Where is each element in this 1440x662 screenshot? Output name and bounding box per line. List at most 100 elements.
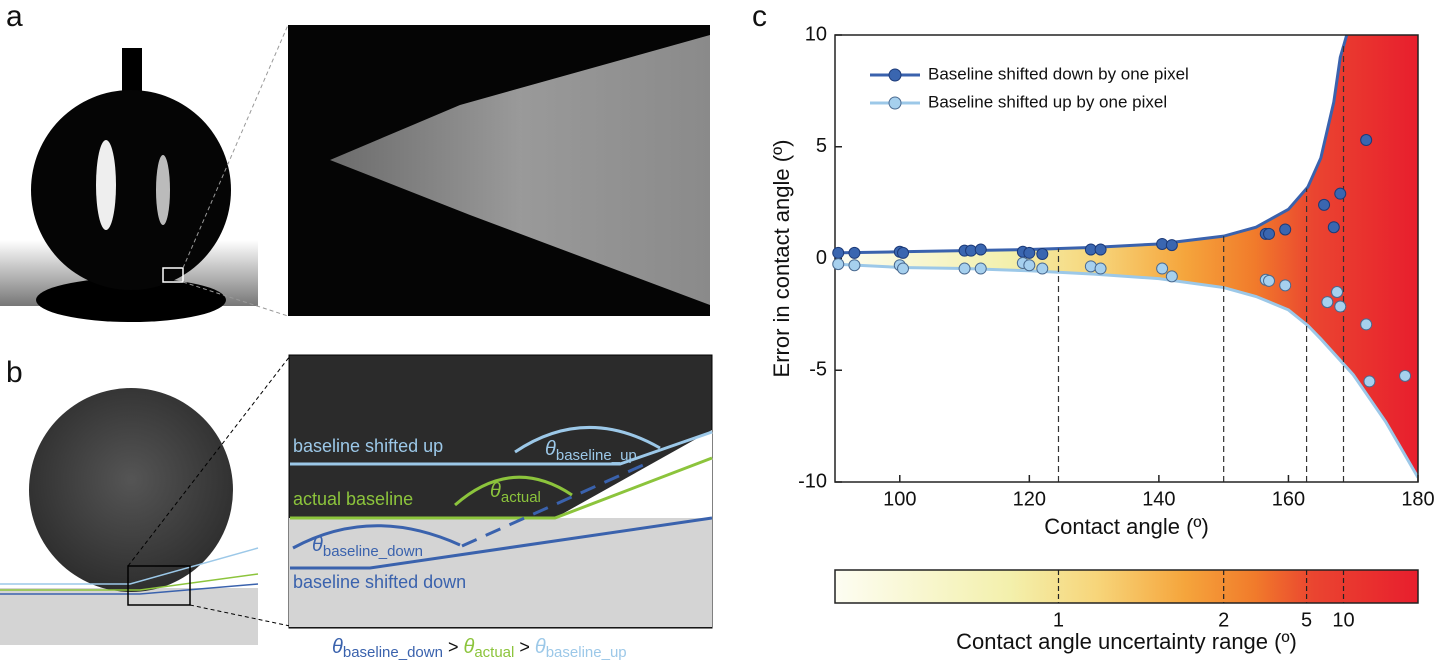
zoom-box xyxy=(162,267,184,283)
colorbar-tick-label: 10 xyxy=(1332,609,1354,631)
point xyxy=(1094,262,1107,275)
legend-label: Baseline shifted down by one pixel xyxy=(928,64,1189,83)
point xyxy=(1318,198,1331,211)
point xyxy=(1165,270,1178,283)
chart: -10 -5 0 5 10 100 120 140 160 180 Contact angle (º… xyxy=(769,23,1435,654)
point xyxy=(1263,274,1276,287)
y-tick-label: 10 xyxy=(805,23,827,45)
subscript: baseline_down xyxy=(323,543,423,560)
colorbar-tick-label: 5 xyxy=(1301,609,1312,631)
colorbar-tick-label: 1 xyxy=(1053,609,1064,631)
y-tick-label: -10 xyxy=(798,470,827,492)
theta: θ xyxy=(535,636,546,658)
droplet xyxy=(29,388,233,592)
theta: θ xyxy=(463,636,474,658)
point xyxy=(897,262,910,275)
theta: θ xyxy=(490,480,501,502)
point xyxy=(1263,227,1276,240)
substrate xyxy=(0,588,258,645)
point xyxy=(1331,286,1344,299)
point xyxy=(1327,221,1340,234)
zoom-guide xyxy=(182,281,289,317)
inequality: θbaseline_down > θactual > θbaseline_up xyxy=(332,636,627,661)
panel-label: c xyxy=(752,0,767,33)
x-axis-label: Contact angle (º) xyxy=(1044,514,1209,539)
extension xyxy=(461,460,651,548)
theta: θ xyxy=(545,438,556,460)
angle-label: θactual xyxy=(490,480,541,506)
point xyxy=(1036,248,1049,261)
point xyxy=(1084,260,1097,273)
point xyxy=(848,259,861,272)
x-tick-label: 160 xyxy=(1272,488,1305,510)
baseline-up xyxy=(0,547,259,585)
point xyxy=(1363,375,1376,388)
y-tick-label: 5 xyxy=(816,135,827,157)
point xyxy=(1156,262,1169,275)
legend-label: Baseline shifted up by one pixel xyxy=(928,92,1167,111)
point xyxy=(1165,239,1178,252)
point xyxy=(1036,262,1049,275)
point xyxy=(1334,187,1347,200)
baseline-down xyxy=(290,516,713,570)
substrate xyxy=(289,518,712,627)
panel-a: a xyxy=(0,0,710,322)
angle-arc xyxy=(514,425,661,454)
gt: > xyxy=(448,637,459,657)
gt: > xyxy=(519,637,530,657)
point xyxy=(1360,134,1373,147)
zoom-guide xyxy=(189,604,291,627)
theta: θ xyxy=(312,534,323,556)
point xyxy=(832,246,845,259)
point xyxy=(897,246,910,259)
colorbar xyxy=(834,569,1419,604)
x-tick-label: 120 xyxy=(1013,488,1046,510)
theta: θ xyxy=(332,636,343,658)
angle-arc xyxy=(454,475,573,507)
panel-label: a xyxy=(6,0,23,33)
point xyxy=(1399,369,1412,382)
x-tick-label: 180 xyxy=(1401,488,1434,510)
y-tick-label: 0 xyxy=(816,247,827,269)
baseline-actual xyxy=(290,456,713,520)
point xyxy=(1279,279,1292,292)
colorbar-tick-label: 2 xyxy=(1218,609,1229,631)
point xyxy=(848,246,861,259)
colorbar-label: Contact angle uncertainty range (º) xyxy=(956,629,1297,654)
point xyxy=(1334,300,1347,313)
zoom-box xyxy=(127,565,191,606)
point xyxy=(832,258,845,271)
diagram-label: baseline shifted up xyxy=(293,436,443,456)
panel-b: baseline shifted up actual baseline base… xyxy=(0,354,713,661)
subscript: baseline_down xyxy=(343,644,443,661)
x-tick-label: 140 xyxy=(1142,488,1175,510)
highlight xyxy=(156,155,170,225)
zoom-wedge xyxy=(330,35,710,305)
baseline-down xyxy=(0,583,259,595)
y-axis-label: Error in contact angle (º) xyxy=(769,140,794,378)
subscript: actual xyxy=(474,644,514,661)
point xyxy=(1023,246,1036,259)
legend-marker xyxy=(888,96,902,110)
diagram-label: actual baseline xyxy=(293,489,413,509)
background xyxy=(555,430,712,518)
angle-label: θbaseline_down xyxy=(312,534,423,560)
point xyxy=(974,243,987,256)
droplet xyxy=(31,90,231,290)
uncertainty-area xyxy=(835,35,1418,478)
panel-label: b xyxy=(6,356,23,389)
point xyxy=(1360,318,1373,331)
zoom-guide xyxy=(127,355,291,567)
legend-marker xyxy=(888,68,902,82)
point xyxy=(1094,243,1107,256)
point xyxy=(1023,259,1036,272)
x-tick-label: 100 xyxy=(883,488,916,510)
baseline-up xyxy=(290,430,713,466)
point xyxy=(974,262,987,275)
subscript: baseline_up xyxy=(546,644,627,661)
angle-label: θbaseline_up xyxy=(545,438,637,464)
y-tick-label: -5 xyxy=(809,359,827,381)
zoom-guide xyxy=(182,24,289,269)
point xyxy=(1279,223,1292,236)
